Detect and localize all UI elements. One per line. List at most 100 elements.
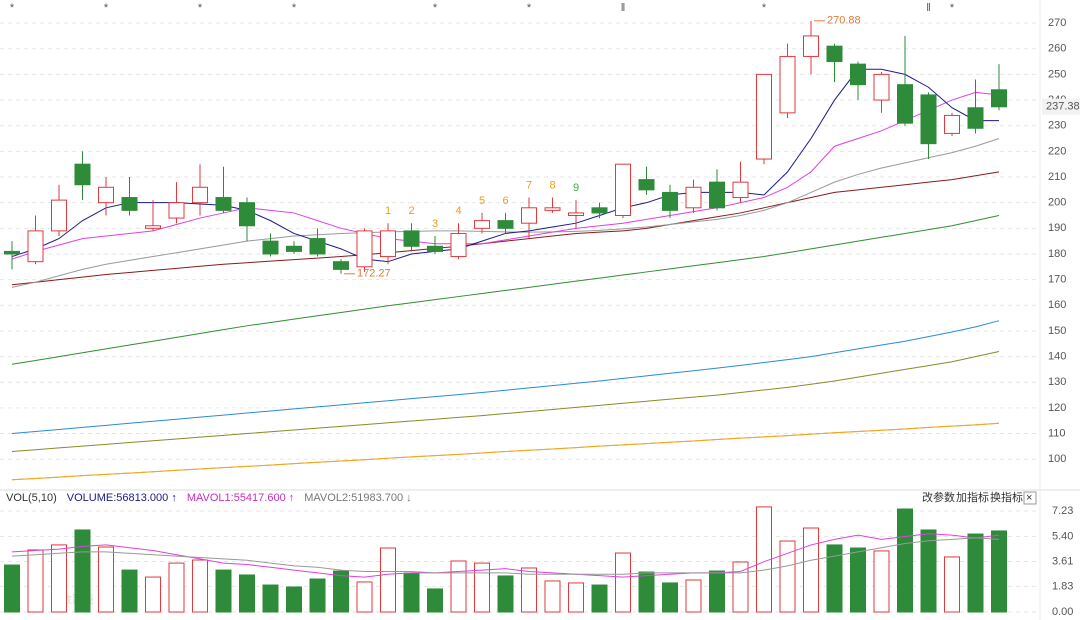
y-tick-label: 7.23 xyxy=(1052,505,1073,517)
low-label: 172.27 xyxy=(357,268,391,280)
volume-bar xyxy=(403,572,420,613)
volume-header: MAVOL2:51983.700 ↓ xyxy=(304,492,411,504)
top-marker: * xyxy=(292,2,297,14)
volume-bar xyxy=(497,575,514,613)
volume-bar xyxy=(74,529,91,613)
candle-body xyxy=(826,45,843,63)
candle-body xyxy=(568,212,584,216)
candle-body xyxy=(403,230,420,247)
volume-bar xyxy=(544,580,561,613)
volume-bar xyxy=(732,561,749,613)
y-tick-label: 5.40 xyxy=(1052,530,1073,542)
candle-body xyxy=(497,220,514,229)
top-marker: * xyxy=(104,2,109,14)
candle-body xyxy=(638,179,655,191)
candle-body xyxy=(27,230,44,263)
candle-body xyxy=(591,207,608,214)
volume-bar xyxy=(873,550,890,613)
volume-bar xyxy=(239,574,255,613)
candle-body xyxy=(991,89,1007,108)
candle-body xyxy=(98,186,114,204)
volume-bar xyxy=(192,559,208,613)
count-label: 5 xyxy=(479,195,485,207)
volume-bar xyxy=(27,549,44,613)
count-label: 2 xyxy=(408,205,414,217)
top-marker: ‖ xyxy=(621,2,626,14)
y-tick-label: 130 xyxy=(1048,376,1066,388)
volume-bar xyxy=(685,579,702,613)
panel-button[interactable]: 加指标 xyxy=(956,490,989,504)
y-tick-label: 230 xyxy=(1048,120,1066,132)
panel-button[interactable]: 改参数 xyxy=(922,490,955,504)
volume-bar xyxy=(427,588,443,613)
volume-bar xyxy=(450,560,467,613)
ma-line xyxy=(11,171,1000,286)
count-label: 9 xyxy=(573,182,579,194)
volume-bar xyxy=(145,576,161,613)
y-tick-label: 120 xyxy=(1048,402,1066,414)
top-marker: * xyxy=(762,2,767,14)
volume-bar xyxy=(591,584,608,613)
volume-bar xyxy=(309,578,326,613)
ma-line xyxy=(11,533,1000,578)
volume-bar xyxy=(215,569,232,613)
volume-bar xyxy=(98,546,114,613)
volume-bar xyxy=(615,552,631,613)
volume-bar xyxy=(662,582,678,613)
candle-body xyxy=(967,107,984,129)
candle-body xyxy=(286,245,302,252)
top-marker: * xyxy=(198,2,203,14)
volume-header: VOLUME:56813.000 ↑ xyxy=(67,492,177,504)
volume-bar xyxy=(920,529,937,613)
candle-body xyxy=(145,225,161,229)
volume-bar xyxy=(121,569,138,613)
candle-body xyxy=(615,163,631,216)
panel-button[interactable]: × xyxy=(1026,492,1032,504)
y-tick-label: 140 xyxy=(1048,351,1066,363)
y-tick-label: 180 xyxy=(1048,248,1066,260)
candle-body xyxy=(521,207,537,224)
volume-bar xyxy=(286,586,302,613)
candle-body xyxy=(474,220,490,229)
y-tick-label: 250 xyxy=(1048,68,1066,80)
volume-bar xyxy=(168,562,185,613)
candle-body xyxy=(779,55,796,114)
top-marker: ‖ xyxy=(926,2,931,14)
candle-body xyxy=(920,94,937,145)
ma-line xyxy=(11,422,1000,481)
y-tick-label: 3.61 xyxy=(1052,555,1073,567)
candle-body xyxy=(873,73,890,101)
top-marker: * xyxy=(527,2,532,14)
candle-body xyxy=(850,63,866,86)
candle-body xyxy=(4,250,20,255)
volume-bar xyxy=(356,581,373,613)
volume-bar xyxy=(568,582,584,613)
y-tick-label: 1.83 xyxy=(1052,580,1073,592)
y-tick-label: 110 xyxy=(1048,427,1066,439)
close-button-box[interactable] xyxy=(1023,491,1037,505)
candle-body xyxy=(803,35,819,57)
volume-header: VOL(5,10) xyxy=(6,492,57,504)
volume-header: MAVOL1:55417.600 ↑ xyxy=(187,492,294,504)
volume-bar xyxy=(333,570,349,613)
volume-bar xyxy=(51,544,67,613)
panel-button[interactable]: 换指标 xyxy=(990,490,1023,504)
count-label: 6 xyxy=(502,195,508,207)
volume-bar xyxy=(4,564,20,613)
candle-body xyxy=(544,207,561,211)
y-tick-label: 170 xyxy=(1048,274,1066,286)
last-price-box xyxy=(1042,98,1080,115)
y-tick-label: 260 xyxy=(1048,43,1066,55)
candle-body xyxy=(215,197,232,211)
y-tick-label: 220 xyxy=(1048,145,1066,157)
y-tick-label: 200 xyxy=(1048,197,1066,209)
volume-bar xyxy=(967,533,984,613)
top-marker: * xyxy=(950,2,955,14)
candle-body xyxy=(333,261,349,270)
count-label: 7 xyxy=(526,179,532,191)
volume-bar xyxy=(944,556,960,613)
candle-body xyxy=(51,199,67,232)
y-tick-label: 160 xyxy=(1048,299,1066,311)
volume-bar xyxy=(521,567,537,613)
